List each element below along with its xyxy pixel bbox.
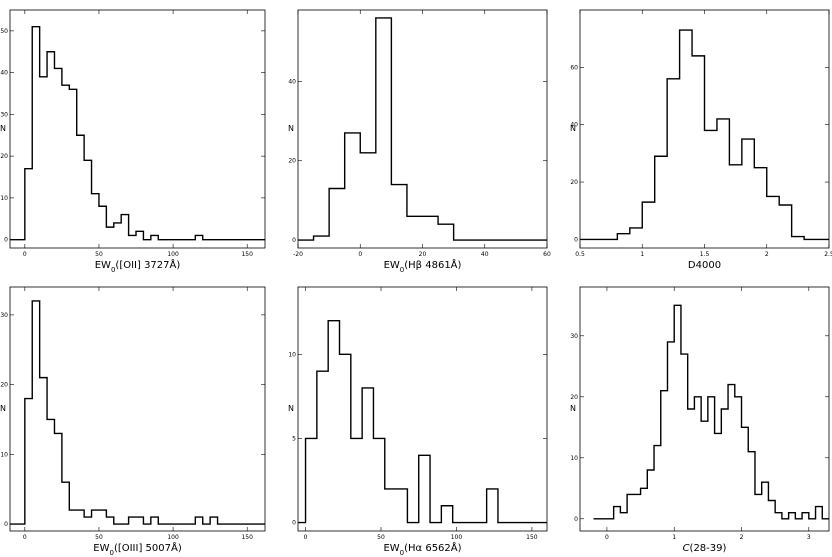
y-tick-label: 40 — [288, 78, 296, 85]
x-tick-label: 100 — [451, 534, 463, 541]
x-tick-label: 2 — [765, 251, 769, 258]
x-tick-label: 20 — [419, 251, 427, 258]
x-axis-label: C(28-39) — [683, 543, 727, 554]
x-tick-label: 50 — [377, 534, 385, 541]
histogram-steps — [298, 17, 547, 241]
plot-frame — [297, 9, 548, 249]
x-axis-label: D4000 — [688, 260, 721, 271]
x-axis-label: EW0(Hα 6562Å) — [383, 541, 461, 557]
y-tick-label: 10 — [570, 455, 578, 462]
x-tick-label: 60 — [543, 251, 551, 258]
y-tick-label: 0 — [292, 520, 296, 527]
y-tick-label: 20 — [288, 158, 296, 165]
y-tick-label: 20 — [570, 394, 578, 401]
y-tick-label: 0 — [4, 521, 8, 528]
x-tick-label: 40 — [481, 251, 489, 258]
x-tick-label: 150 — [526, 534, 538, 541]
histogram-steps — [593, 304, 829, 520]
histogram-panel-3: 0.5 1 1.5 2 2.5 0 20 40 60 D4000 N — [570, 9, 832, 271]
plot-frame — [297, 286, 548, 532]
x-tick-label: 100 — [167, 534, 179, 541]
x-tick-label: 1 — [640, 251, 644, 258]
plot-frame — [9, 9, 266, 249]
x-tick-label: 1 — [672, 534, 676, 541]
x-tick-label: 0 — [304, 534, 308, 541]
x-axis-label: EW0([OIII] 5007Å) — [93, 541, 182, 557]
histogram-panel-4: 0 50 100 150 0 10 20 30 EW0([OIII] 5007Å) N — [0, 286, 266, 557]
y-tick-label: 10 — [288, 351, 296, 358]
histogram-steps — [298, 319, 547, 524]
y-tick-label: 0 — [4, 237, 8, 244]
x-tick-label: 2 — [740, 534, 744, 541]
y-tick-label: 20 — [570, 179, 578, 186]
histogram-steps — [10, 300, 265, 525]
y-tick-label: 0 — [574, 236, 578, 243]
y-axis-label: N — [288, 404, 294, 413]
histogram-panel-5: 0 50 100 150 0 5 10 EW0(Hα 6562Å) N — [288, 286, 548, 557]
y-axis-label: N — [570, 404, 576, 413]
x-tick-label: 0 — [23, 534, 27, 541]
x-tick-label: 1.5 — [700, 251, 710, 258]
y-tick-label: 10 — [0, 195, 8, 202]
x-tick-label: 2.5 — [824, 251, 832, 258]
x-tick-label: 50 — [95, 534, 103, 541]
y-tick-label: 30 — [570, 333, 578, 340]
y-tick-label: 40 — [570, 122, 578, 129]
x-tick-label: 150 — [241, 251, 253, 258]
x-tick-label: -20 — [293, 251, 303, 258]
y-axis-label: N — [0, 404, 6, 413]
x-tick-label: 0 — [23, 251, 27, 258]
y-tick-label: 40 — [0, 70, 8, 77]
x-tick-label: 0.5 — [575, 251, 585, 258]
y-tick-label: 20 — [0, 153, 8, 160]
x-tick-label: 150 — [241, 534, 253, 541]
y-tick-label: 60 — [570, 64, 578, 71]
y-tick-label: 20 — [0, 382, 8, 389]
y-tick-label: 0 — [574, 516, 578, 523]
y-tick-label: 30 — [0, 111, 8, 118]
y-tick-label: 5 — [292, 435, 296, 442]
y-tick-label: 0 — [292, 237, 296, 244]
histogram-panel-2: -20 0 20 40 60 0 20 40 EW0(Hβ 4861Å) N — [288, 9, 551, 274]
histogram-steps — [580, 29, 829, 241]
y-axis-label: N — [288, 124, 294, 133]
x-axis-label: EW0(Hβ 4861Å) — [384, 258, 462, 274]
x-tick-label: 100 — [167, 251, 179, 258]
x-axis-label: EW0([OII] 3727Å) — [95, 258, 181, 274]
x-tick-label: 3 — [807, 534, 811, 541]
y-tick-label: 10 — [0, 451, 8, 458]
x-tick-label: 0 — [358, 251, 362, 258]
y-tick-label: 30 — [0, 312, 8, 319]
histogram-steps — [10, 26, 265, 241]
y-axis-label: N — [0, 124, 6, 133]
x-tick-label: 50 — [95, 251, 103, 258]
x-tick-label: 0 — [605, 534, 609, 541]
plot-frame — [9, 286, 266, 532]
plot-frame — [579, 286, 830, 532]
y-tick-label: 50 — [0, 28, 8, 35]
y-axis-label: N — [570, 124, 576, 133]
